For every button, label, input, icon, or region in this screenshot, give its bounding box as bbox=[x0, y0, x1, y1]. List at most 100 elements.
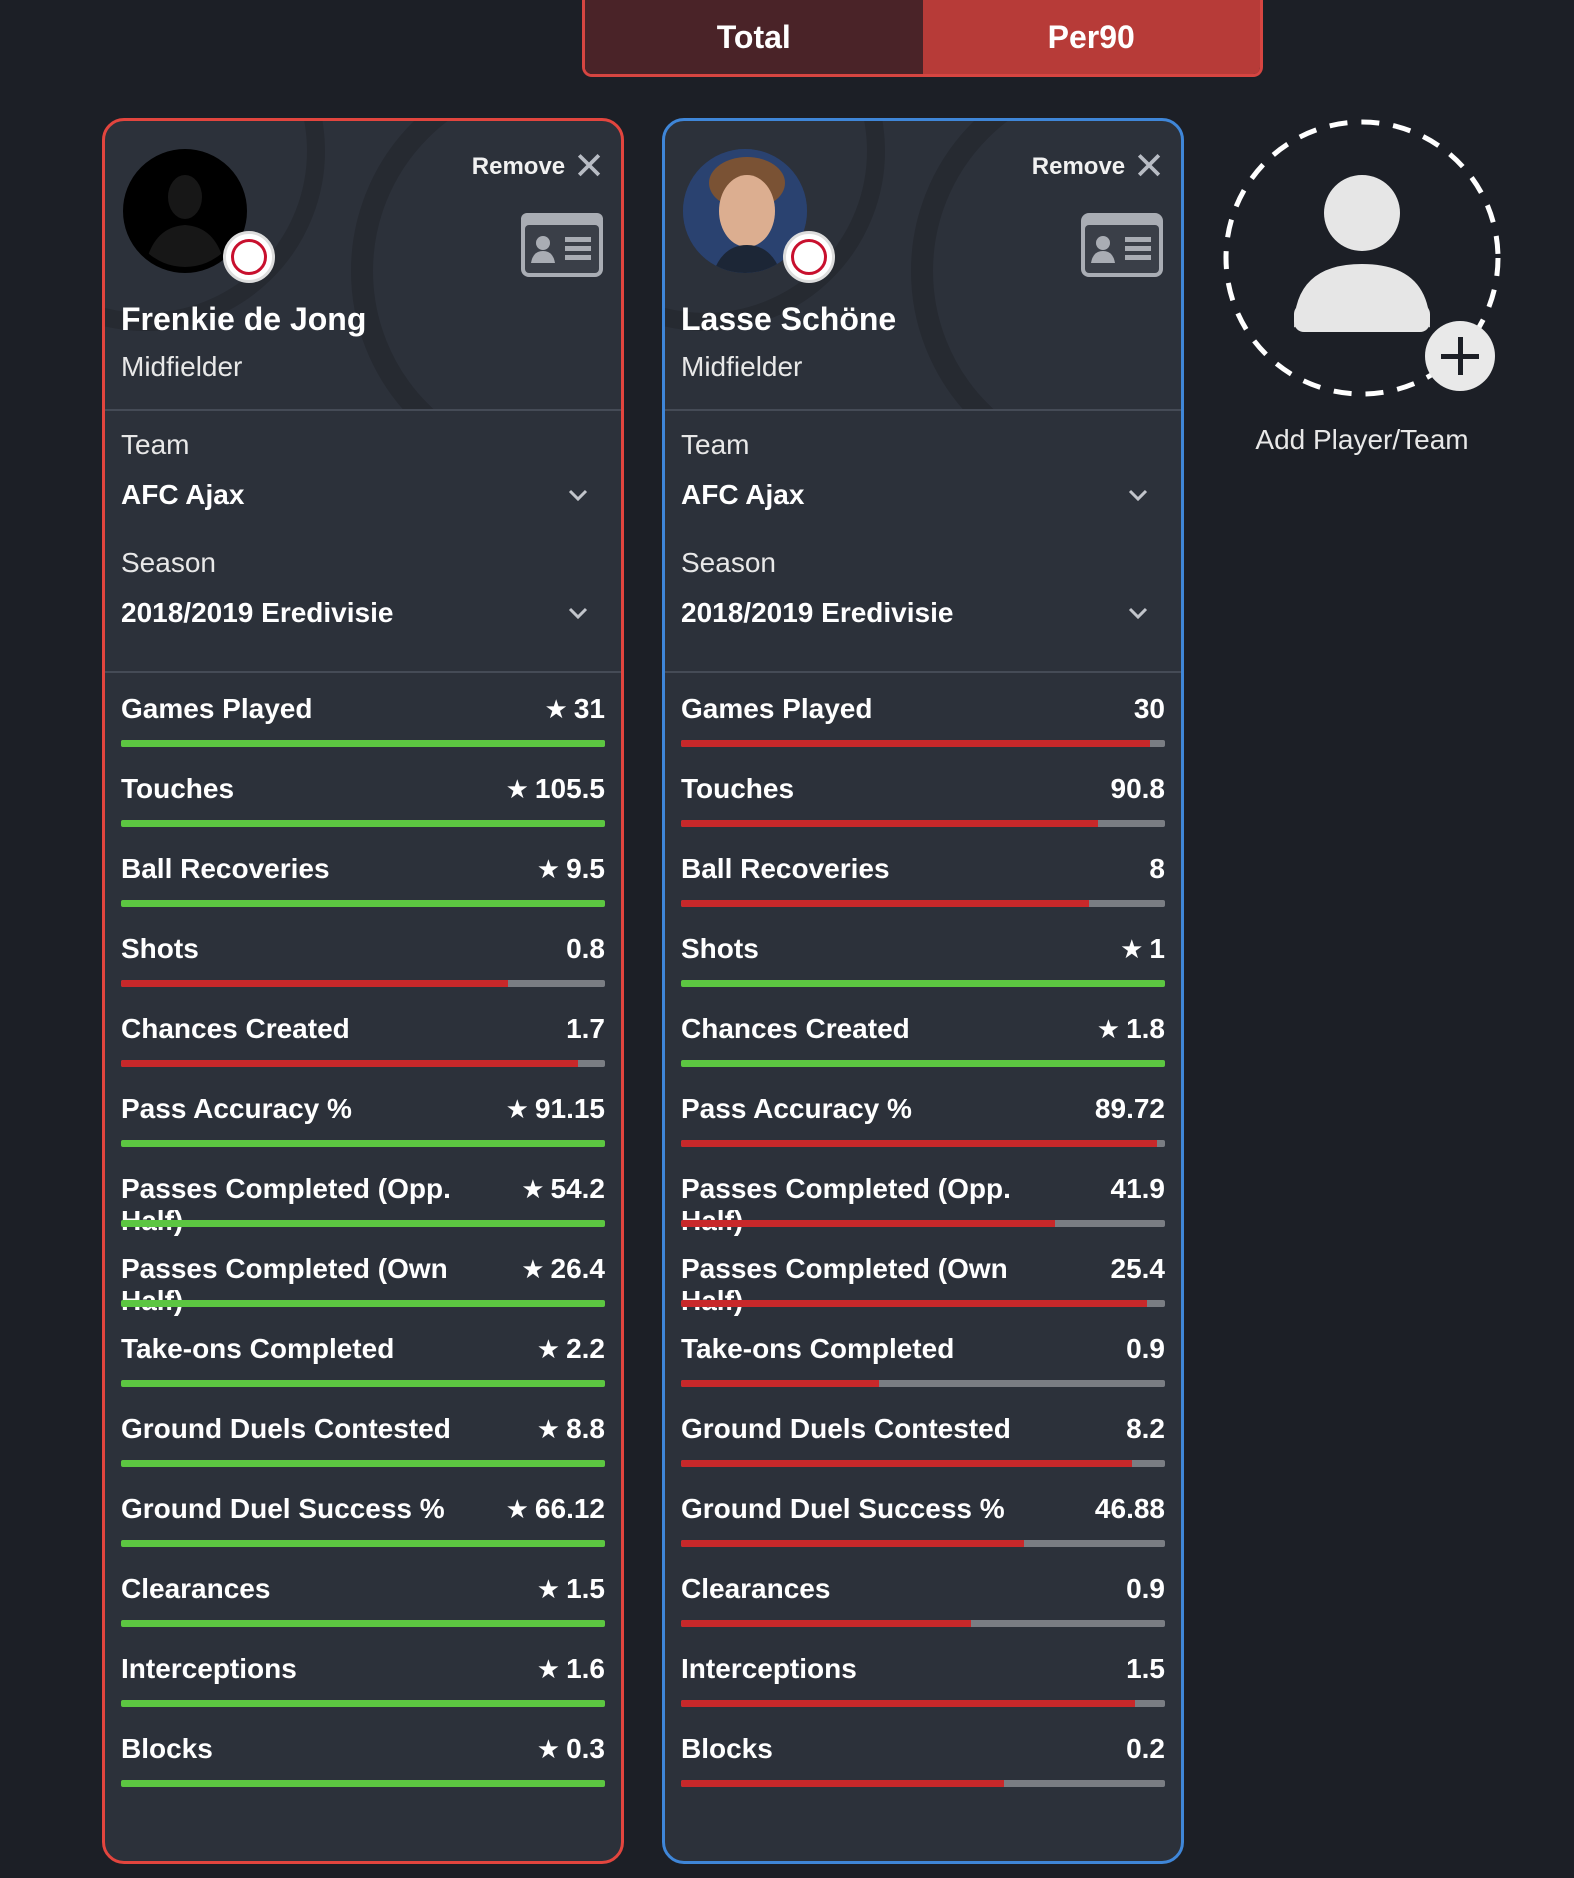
stat-value: 46.88 bbox=[1095, 1493, 1165, 1525]
stat-value: 0.8 bbox=[566, 933, 605, 965]
star-icon: ★ bbox=[521, 1253, 545, 1284]
stat-value: ★ 54.2 bbox=[521, 1173, 605, 1205]
player-photo bbox=[683, 149, 807, 273]
star-icon: ★ bbox=[521, 1173, 545, 1204]
stat-row: Shots ★ 1 bbox=[681, 913, 1165, 993]
team-dropdown[interactable]: AFC Ajax bbox=[121, 475, 591, 515]
stat-label: Touches bbox=[681, 773, 795, 804]
stat-value-text: 66.12 bbox=[534, 1493, 605, 1524]
stat-row: Ball Recoveries ★ 9.5 bbox=[121, 833, 605, 913]
stat-label: Shots bbox=[121, 933, 199, 964]
team-label: Team bbox=[121, 429, 190, 460]
stat-bar bbox=[121, 1140, 605, 1147]
season-dropdown[interactable]: 2018/2019 Eredivisie bbox=[681, 593, 1151, 633]
stat-bar bbox=[681, 1620, 1165, 1627]
per90-tab[interactable]: Per90 bbox=[922, 0, 1260, 74]
stat-value-text: 89.72 bbox=[1094, 1093, 1165, 1124]
stat-row: Take-ons Completed 0.9 bbox=[681, 1313, 1165, 1393]
stat-value-text: 30 bbox=[1133, 693, 1165, 724]
stat-label: Passes Completed (Own Half) bbox=[121, 1253, 448, 1316]
stat-label: Passes Completed (Own Half) bbox=[681, 1253, 1008, 1316]
id-card-icon[interactable] bbox=[521, 213, 603, 277]
stat-row: Interceptions ★ 1.6 bbox=[121, 1633, 605, 1713]
stat-row: Games Played 30 bbox=[681, 673, 1165, 753]
stat-bar-fill bbox=[681, 1540, 1025, 1547]
stats-list: Games Played 30 Touches 90.8 Ball Recoveries… bbox=[665, 673, 1181, 1793]
stat-bar bbox=[121, 1380, 605, 1387]
stat-bar-fill bbox=[121, 1780, 605, 1787]
player-card-header: Remove ✕ Lasse Schöne Midfielder bbox=[665, 121, 1181, 411]
stat-value-text: 0.8 bbox=[566, 933, 605, 964]
stat-value-text: 1.5 bbox=[566, 1573, 605, 1604]
stat-row: Touches 90.8 bbox=[681, 753, 1165, 833]
stat-row: Ground Duel Success % 46.88 bbox=[681, 1473, 1165, 1553]
stat-label: Take-ons Completed bbox=[681, 1333, 955, 1364]
team-dropdown[interactable]: AFC Ajax bbox=[681, 475, 1151, 515]
stat-bar-fill bbox=[681, 980, 1165, 987]
ajax-badge-icon bbox=[223, 231, 275, 283]
stat-bar bbox=[681, 980, 1165, 987]
stat-value-text: 8 bbox=[1149, 853, 1165, 884]
stat-bar bbox=[681, 1460, 1165, 1467]
stat-bar-fill bbox=[681, 900, 1089, 907]
remove-player-button[interactable]: Remove ✕ bbox=[1031, 146, 1165, 188]
star-icon: ★ bbox=[544, 693, 568, 724]
stat-row: Pass Accuracy % ★ 91.15 bbox=[121, 1073, 605, 1153]
stat-value: 1.5 bbox=[1126, 1653, 1165, 1685]
stat-value-text: 0.2 bbox=[1126, 1733, 1165, 1764]
stat-label: Games Played bbox=[681, 693, 873, 724]
stat-value-text: 25.4 bbox=[1110, 1253, 1166, 1284]
stat-value: 90.8 bbox=[1111, 773, 1166, 805]
stat-bar bbox=[681, 1780, 1165, 1787]
stat-row: Shots 0.8 bbox=[121, 913, 605, 993]
stat-bar bbox=[681, 1300, 1165, 1307]
star-icon: ★ bbox=[536, 1573, 561, 1604]
stat-bar-fill bbox=[681, 1620, 972, 1627]
stat-bar bbox=[121, 820, 605, 827]
chevron-down-icon bbox=[1128, 607, 1148, 620]
star-icon: ★ bbox=[536, 1333, 561, 1364]
stat-value: 25.4 bbox=[1111, 1253, 1166, 1285]
stat-bar bbox=[121, 740, 605, 747]
remove-player-button[interactable]: Remove ✕ bbox=[471, 146, 605, 188]
stat-value: 1.7 bbox=[566, 1013, 605, 1045]
stat-value: ★ 91.15 bbox=[506, 1093, 605, 1125]
stat-bar-fill bbox=[681, 1780, 1004, 1787]
total-tab[interactable]: Total bbox=[585, 0, 923, 74]
team-label: Team bbox=[681, 429, 750, 460]
player-avatar-placeholder bbox=[123, 149, 247, 273]
stat-bar bbox=[121, 1780, 605, 1787]
season-dropdown[interactable]: 2018/2019 Eredivisie bbox=[121, 593, 591, 633]
stat-value-text: 54.2 bbox=[550, 1173, 606, 1204]
stat-bar bbox=[121, 1220, 605, 1227]
stat-bar bbox=[121, 1620, 605, 1627]
stat-row: Ground Duel Success % ★ 66.12 bbox=[121, 1473, 605, 1553]
stat-value-text: 0.9 bbox=[1126, 1333, 1165, 1364]
player-name: Lasse Schöne bbox=[681, 301, 897, 337]
add-player-button[interactable] bbox=[1222, 118, 1502, 398]
stat-row: Ground Duels Contested ★ 8.8 bbox=[121, 1393, 605, 1473]
stat-row: Chances Created 1.7 bbox=[121, 993, 605, 1073]
stat-label: Chances Created bbox=[121, 1013, 350, 1044]
stat-label: Interceptions bbox=[121, 1653, 297, 1684]
stat-bar bbox=[681, 820, 1165, 827]
stat-row: Clearances 0.9 bbox=[681, 1553, 1165, 1633]
player-card-1: Remove ✕ Frenkie de Jong Midfielder Team… bbox=[102, 118, 624, 1864]
stat-row: Clearances ★ 1.5 bbox=[121, 1553, 605, 1633]
stat-bar-fill bbox=[681, 1460, 1133, 1467]
stat-value-text: 8.8 bbox=[566, 1413, 605, 1444]
stat-row: Ball Recoveries 8 bbox=[681, 833, 1165, 913]
stat-bar-fill bbox=[121, 1300, 605, 1307]
player-position: Midfielder bbox=[121, 351, 243, 382]
stat-value-text: 0.9 bbox=[1126, 1573, 1165, 1604]
stat-bar bbox=[681, 1380, 1165, 1387]
stat-value-text: 90.8 bbox=[1110, 773, 1166, 804]
chevron-down-icon bbox=[1128, 489, 1148, 502]
stat-row: Passes Completed (Own Half) ★26.4 bbox=[121, 1233, 605, 1316]
stat-value-text: 1.7 bbox=[566, 1013, 605, 1044]
stat-value: ★ 31 bbox=[545, 693, 605, 725]
stat-bar bbox=[681, 1700, 1165, 1707]
id-card-icon[interactable] bbox=[1081, 213, 1163, 277]
stat-value-text: 8.2 bbox=[1126, 1413, 1165, 1444]
stat-value-text: 91.15 bbox=[534, 1093, 605, 1124]
